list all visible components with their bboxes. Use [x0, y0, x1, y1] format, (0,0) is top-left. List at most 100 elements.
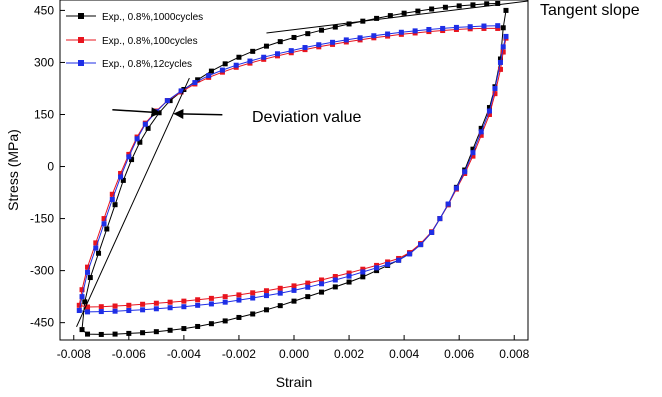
- deviation-arrow-right: [173, 108, 223, 119]
- data-point: [192, 80, 198, 86]
- data-point: [319, 289, 325, 295]
- series-line-1: [78, 27, 507, 308]
- data-point: [76, 308, 82, 314]
- data-point: [316, 42, 322, 48]
- data-point: [98, 304, 104, 310]
- data-point: [305, 280, 311, 286]
- data-point: [85, 309, 91, 315]
- y-tick-label: -150: [30, 212, 54, 226]
- data-point: [118, 170, 124, 176]
- data-point: [233, 62, 239, 68]
- data-point: [120, 177, 126, 183]
- y-tick-label: -450: [30, 316, 54, 330]
- data-point: [222, 318, 228, 324]
- data-point: [112, 303, 118, 309]
- data-point: [495, 0, 501, 6]
- data-point: [462, 169, 468, 175]
- data-point: [263, 293, 269, 299]
- data-point: [319, 27, 325, 33]
- data-point: [126, 154, 132, 160]
- data-point: [371, 33, 377, 39]
- data-point: [305, 284, 311, 290]
- data-point: [470, 146, 476, 152]
- data-point: [456, 3, 462, 9]
- data-point: [140, 301, 146, 307]
- data-point: [222, 61, 228, 67]
- data-point: [291, 34, 297, 40]
- data-point: [263, 307, 269, 313]
- data-point: [208, 68, 214, 74]
- data-point: [332, 24, 338, 30]
- data-point: [87, 275, 93, 281]
- data-point: [96, 250, 102, 256]
- x-tick-label: 0.000: [279, 347, 309, 361]
- data-point: [208, 295, 214, 301]
- data-point: [236, 54, 242, 60]
- data-point: [357, 35, 363, 41]
- data-point: [153, 329, 159, 335]
- legend-label-1000cycles: Exp., 0.8%,1000cycles: [102, 12, 203, 23]
- data-point: [497, 56, 503, 62]
- data-point: [208, 321, 214, 327]
- data-point: [85, 269, 91, 275]
- data-point: [250, 295, 256, 301]
- data-point: [302, 45, 308, 51]
- data-point: [445, 201, 451, 207]
- data-point: [385, 31, 391, 37]
- data-point: [412, 28, 418, 34]
- data-point: [401, 10, 407, 16]
- data-point: [360, 269, 366, 275]
- data-point: [360, 274, 366, 280]
- data-point: [98, 331, 104, 337]
- data-point: [219, 67, 225, 73]
- y-tick-label: 450: [34, 3, 54, 17]
- x-tick-label: 0.008: [499, 347, 529, 361]
- data-point: [79, 287, 85, 293]
- data-point: [374, 265, 380, 271]
- legend-entry-1000cycles: Exp., 0.8%,1000cycles: [66, 12, 203, 23]
- data-point: [478, 125, 484, 131]
- data-point: [492, 85, 498, 91]
- x-axis-ticks: -0.008 -0.006 -0.004 -0.002 0.000 0.002 0.004 0…: [57, 335, 530, 361]
- legend-marker-100cycles: [78, 37, 84, 43]
- data-point: [263, 288, 269, 294]
- data-point: [415, 8, 421, 14]
- data-point: [453, 24, 459, 30]
- data-point: [500, 44, 506, 50]
- data-point: [206, 73, 212, 79]
- data-point: [274, 51, 280, 57]
- data-point: [497, 66, 503, 72]
- data-point: [291, 283, 297, 289]
- data-point: [503, 33, 509, 39]
- elastic-tangent-line: [76, 77, 190, 328]
- data-point: [418, 242, 424, 248]
- data-point: [153, 306, 159, 312]
- series-2: [76, 23, 509, 315]
- data-point: [101, 221, 107, 227]
- data-point: [208, 301, 214, 307]
- data-point: [385, 261, 391, 267]
- data-point: [478, 129, 484, 135]
- data-point: [288, 48, 294, 54]
- data-point: [346, 279, 352, 285]
- data-point: [126, 330, 132, 336]
- data-point: [453, 185, 459, 191]
- data-point: [332, 274, 338, 280]
- data-point: [495, 25, 501, 31]
- data-point: [181, 326, 187, 332]
- data-point: [140, 307, 146, 313]
- data-point: [429, 229, 435, 235]
- x-tick-label: 0.006: [444, 347, 474, 361]
- data-point: [486, 108, 492, 114]
- data-point: [195, 297, 201, 303]
- legend-marker-12cycles: [78, 60, 84, 66]
- data-point: [478, 132, 484, 138]
- data-point: [178, 88, 184, 94]
- data-point: [236, 314, 242, 320]
- data-point: [129, 157, 135, 163]
- data-point: [470, 153, 476, 159]
- data-point: [277, 303, 283, 309]
- series-layer: [76, 0, 509, 337]
- x-axis-label: Strain: [276, 374, 313, 390]
- data-point: [134, 136, 140, 142]
